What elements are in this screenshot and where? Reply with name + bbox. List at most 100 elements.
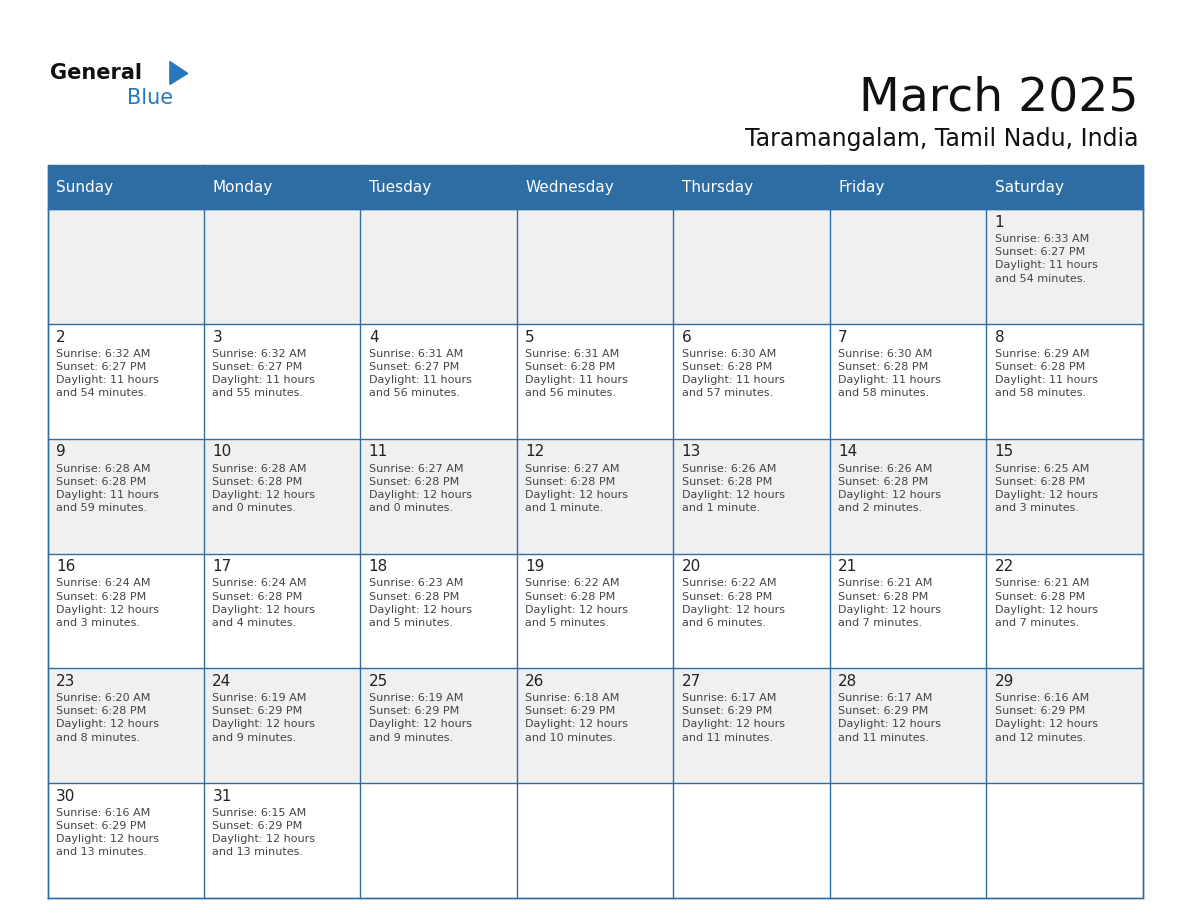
- Bar: [986, 165, 1143, 209]
- Bar: [830, 554, 986, 668]
- Text: 16: 16: [56, 559, 75, 574]
- Text: 4: 4: [368, 330, 379, 344]
- Bar: [48, 668, 204, 783]
- Text: 29: 29: [994, 674, 1015, 688]
- Text: Sunrise: 6:22 AM
Sunset: 6:28 PM
Daylight: 12 hours
and 6 minutes.: Sunrise: 6:22 AM Sunset: 6:28 PM Dayligh…: [682, 578, 785, 628]
- Bar: [986, 324, 1143, 439]
- Text: Sunrise: 6:17 AM
Sunset: 6:29 PM
Daylight: 12 hours
and 11 minutes.: Sunrise: 6:17 AM Sunset: 6:29 PM Dayligh…: [839, 693, 941, 743]
- Bar: [204, 668, 360, 783]
- Text: 1: 1: [994, 215, 1004, 230]
- Text: Sunrise: 6:31 AM
Sunset: 6:28 PM
Daylight: 11 hours
and 56 minutes.: Sunrise: 6:31 AM Sunset: 6:28 PM Dayligh…: [525, 349, 628, 398]
- Text: 19: 19: [525, 559, 544, 574]
- Text: Sunrise: 6:31 AM
Sunset: 6:27 PM
Daylight: 11 hours
and 56 minutes.: Sunrise: 6:31 AM Sunset: 6:27 PM Dayligh…: [368, 349, 472, 398]
- Text: Sunrise: 6:25 AM
Sunset: 6:28 PM
Daylight: 12 hours
and 3 minutes.: Sunrise: 6:25 AM Sunset: 6:28 PM Dayligh…: [994, 464, 1098, 513]
- Text: Sunrise: 6:30 AM
Sunset: 6:28 PM
Daylight: 11 hours
and 58 minutes.: Sunrise: 6:30 AM Sunset: 6:28 PM Dayligh…: [839, 349, 941, 398]
- Text: 9: 9: [56, 444, 65, 459]
- Text: Sunrise: 6:21 AM
Sunset: 6:28 PM
Daylight: 12 hours
and 7 minutes.: Sunrise: 6:21 AM Sunset: 6:28 PM Dayligh…: [994, 578, 1098, 628]
- Text: Sunrise: 6:19 AM
Sunset: 6:29 PM
Daylight: 12 hours
and 9 minutes.: Sunrise: 6:19 AM Sunset: 6:29 PM Dayligh…: [368, 693, 472, 743]
- Text: Sunrise: 6:22 AM
Sunset: 6:28 PM
Daylight: 12 hours
and 5 minutes.: Sunrise: 6:22 AM Sunset: 6:28 PM Dayligh…: [525, 578, 628, 628]
- Text: Blue: Blue: [127, 88, 173, 108]
- Text: Taramangalam, Tamil Nadu, India: Taramangalam, Tamil Nadu, India: [745, 127, 1138, 151]
- Text: Sunrise: 6:16 AM
Sunset: 6:29 PM
Daylight: 12 hours
and 13 minutes.: Sunrise: 6:16 AM Sunset: 6:29 PM Dayligh…: [56, 808, 159, 857]
- Text: Sunrise: 6:15 AM
Sunset: 6:29 PM
Daylight: 12 hours
and 13 minutes.: Sunrise: 6:15 AM Sunset: 6:29 PM Dayligh…: [213, 808, 315, 857]
- Text: Sunrise: 6:27 AM
Sunset: 6:28 PM
Daylight: 12 hours
and 0 minutes.: Sunrise: 6:27 AM Sunset: 6:28 PM Dayligh…: [368, 464, 472, 513]
- Text: Sunrise: 6:16 AM
Sunset: 6:29 PM
Daylight: 12 hours
and 12 minutes.: Sunrise: 6:16 AM Sunset: 6:29 PM Dayligh…: [994, 693, 1098, 743]
- Bar: [48, 209, 204, 324]
- Bar: [517, 439, 674, 554]
- Bar: [517, 554, 674, 668]
- Text: 5: 5: [525, 330, 535, 344]
- Text: Sunrise: 6:32 AM
Sunset: 6:27 PM
Daylight: 11 hours
and 55 minutes.: Sunrise: 6:32 AM Sunset: 6:27 PM Dayligh…: [213, 349, 315, 398]
- Bar: [830, 668, 986, 783]
- Bar: [986, 209, 1143, 324]
- Bar: [204, 324, 360, 439]
- Bar: [830, 324, 986, 439]
- Text: Sunrise: 6:28 AM
Sunset: 6:28 PM
Daylight: 12 hours
and 0 minutes.: Sunrise: 6:28 AM Sunset: 6:28 PM Dayligh…: [213, 464, 315, 513]
- Text: Sunday: Sunday: [56, 180, 113, 195]
- Bar: [48, 783, 204, 898]
- Bar: [986, 439, 1143, 554]
- Text: 25: 25: [368, 674, 388, 688]
- Text: Sunrise: 6:21 AM
Sunset: 6:28 PM
Daylight: 12 hours
and 7 minutes.: Sunrise: 6:21 AM Sunset: 6:28 PM Dayligh…: [839, 578, 941, 628]
- Bar: [830, 209, 986, 324]
- Bar: [830, 783, 986, 898]
- Bar: [674, 783, 830, 898]
- Text: Sunrise: 6:32 AM
Sunset: 6:27 PM
Daylight: 11 hours
and 54 minutes.: Sunrise: 6:32 AM Sunset: 6:27 PM Dayligh…: [56, 349, 159, 398]
- Text: Saturday: Saturday: [994, 180, 1063, 195]
- Text: Sunrise: 6:24 AM
Sunset: 6:28 PM
Daylight: 12 hours
and 3 minutes.: Sunrise: 6:24 AM Sunset: 6:28 PM Dayligh…: [56, 578, 159, 628]
- Text: Sunrise: 6:18 AM
Sunset: 6:29 PM
Daylight: 12 hours
and 10 minutes.: Sunrise: 6:18 AM Sunset: 6:29 PM Dayligh…: [525, 693, 628, 743]
- Bar: [204, 165, 360, 209]
- Text: 27: 27: [682, 674, 701, 688]
- Text: General: General: [50, 63, 141, 84]
- Text: 15: 15: [994, 444, 1013, 459]
- Text: 14: 14: [839, 444, 858, 459]
- Text: 10: 10: [213, 444, 232, 459]
- Text: 28: 28: [839, 674, 858, 688]
- Bar: [674, 668, 830, 783]
- Text: 7: 7: [839, 330, 848, 344]
- Text: 31: 31: [213, 789, 232, 803]
- Text: Sunrise: 6:26 AM
Sunset: 6:28 PM
Daylight: 12 hours
and 2 minutes.: Sunrise: 6:26 AM Sunset: 6:28 PM Dayligh…: [839, 464, 941, 513]
- Bar: [986, 783, 1143, 898]
- Bar: [517, 165, 674, 209]
- Bar: [204, 209, 360, 324]
- Text: Monday: Monday: [213, 180, 272, 195]
- Text: Sunrise: 6:27 AM
Sunset: 6:28 PM
Daylight: 12 hours
and 1 minute.: Sunrise: 6:27 AM Sunset: 6:28 PM Dayligh…: [525, 464, 628, 513]
- Bar: [48, 165, 204, 209]
- Text: Sunrise: 6:30 AM
Sunset: 6:28 PM
Daylight: 11 hours
and 57 minutes.: Sunrise: 6:30 AM Sunset: 6:28 PM Dayligh…: [682, 349, 784, 398]
- Text: Sunrise: 6:24 AM
Sunset: 6:28 PM
Daylight: 12 hours
and 4 minutes.: Sunrise: 6:24 AM Sunset: 6:28 PM Dayligh…: [213, 578, 315, 628]
- Text: 24: 24: [213, 674, 232, 688]
- Bar: [360, 324, 517, 439]
- Text: 3: 3: [213, 330, 222, 344]
- Text: Sunrise: 6:29 AM
Sunset: 6:28 PM
Daylight: 11 hours
and 58 minutes.: Sunrise: 6:29 AM Sunset: 6:28 PM Dayligh…: [994, 349, 1098, 398]
- Text: 13: 13: [682, 444, 701, 459]
- Text: 17: 17: [213, 559, 232, 574]
- Bar: [360, 439, 517, 554]
- Bar: [517, 783, 674, 898]
- Text: Sunrise: 6:19 AM
Sunset: 6:29 PM
Daylight: 12 hours
and 9 minutes.: Sunrise: 6:19 AM Sunset: 6:29 PM Dayligh…: [213, 693, 315, 743]
- Bar: [360, 209, 517, 324]
- Bar: [360, 165, 517, 209]
- Bar: [204, 439, 360, 554]
- Bar: [48, 324, 204, 439]
- Bar: [517, 209, 674, 324]
- Text: 2: 2: [56, 330, 65, 344]
- Bar: [830, 165, 986, 209]
- Text: Sunrise: 6:28 AM
Sunset: 6:28 PM
Daylight: 11 hours
and 59 minutes.: Sunrise: 6:28 AM Sunset: 6:28 PM Dayligh…: [56, 464, 159, 513]
- Text: 18: 18: [368, 559, 388, 574]
- Text: Tuesday: Tuesday: [368, 180, 431, 195]
- Text: 6: 6: [682, 330, 691, 344]
- Bar: [674, 324, 830, 439]
- Bar: [517, 324, 674, 439]
- Text: 30: 30: [56, 789, 75, 803]
- Bar: [986, 668, 1143, 783]
- Text: Wednesday: Wednesday: [525, 180, 614, 195]
- Text: 23: 23: [56, 674, 75, 688]
- Bar: [360, 783, 517, 898]
- Bar: [674, 554, 830, 668]
- Bar: [517, 668, 674, 783]
- Bar: [360, 554, 517, 668]
- Bar: [360, 668, 517, 783]
- Bar: [674, 209, 830, 324]
- Text: Sunrise: 6:33 AM
Sunset: 6:27 PM
Daylight: 11 hours
and 54 minutes.: Sunrise: 6:33 AM Sunset: 6:27 PM Dayligh…: [994, 234, 1098, 284]
